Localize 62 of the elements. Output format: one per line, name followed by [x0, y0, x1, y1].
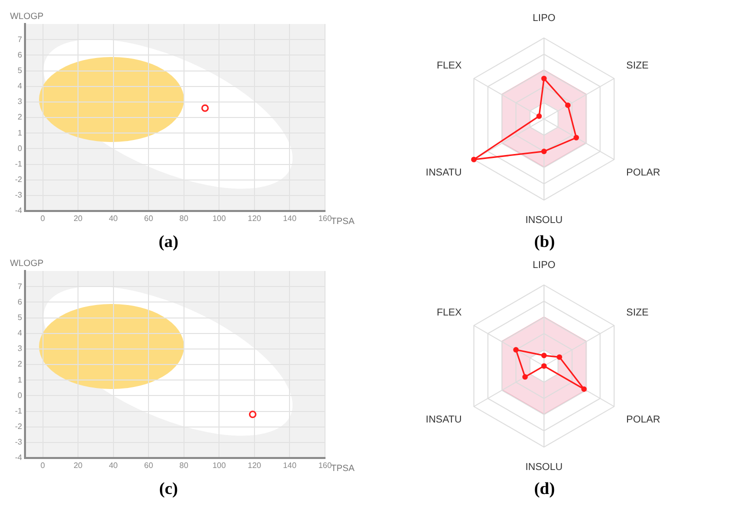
y-tick-label: 6 [18, 297, 23, 306]
x-tick-label: 100 [212, 461, 226, 470]
y-tick-label: -3 [14, 190, 23, 200]
text: (c) [159, 479, 178, 498]
x-tick-label: 0 [40, 461, 46, 470]
x-tick-label: 80 [179, 461, 189, 470]
y-tick-label: -1 [14, 159, 23, 168]
x-tick-label: 160 [318, 461, 332, 470]
x-tick-label: 40 [108, 214, 118, 224]
spoke-label: LIPO [532, 12, 556, 24]
y-tick-label: 5 [18, 312, 23, 322]
spoke-label: SIZE [626, 307, 649, 318]
y-tick-label: 5 [18, 66, 23, 75]
y-tick-label: -1 [14, 406, 23, 416]
x-tick-label: 20 [74, 461, 84, 470]
text: (b) [534, 232, 555, 252]
spoke-label: POLAR [626, 414, 660, 426]
y-tick-label: -2 [14, 175, 23, 184]
spoke-label: INSATU [426, 167, 462, 178]
x-tick-label: 60 [144, 461, 154, 470]
y-tick-label: 4 [18, 328, 23, 338]
y-tick-label: 7 [18, 34, 23, 44]
y-tick-label: 3 [18, 97, 23, 106]
y-tick-label: 0 [18, 144, 23, 153]
spoke-label: FLEX [436, 60, 462, 72]
y-tick-label: 2 [18, 360, 23, 369]
spoke-label: LIPO [532, 260, 556, 271]
y-axis-title: WLOGP [10, 10, 44, 21]
spoke-label: INSOLU [525, 462, 563, 473]
y-tick-label: -4 [14, 453, 23, 462]
x-axis-title: TPSA [331, 216, 355, 226]
x-tick-label: 160 [318, 214, 332, 224]
y-tick-label: -2 [14, 422, 23, 432]
spoke-label: FLEX [436, 307, 462, 318]
y-tick-label: 6 [18, 50, 23, 60]
y-tick-label: 1 [18, 375, 23, 384]
x-tick-label: 120 [248, 214, 262, 224]
x-tick-label: 120 [248, 461, 262, 470]
x-axis-title: TPSA [331, 462, 355, 473]
y-tick-label: -3 [14, 438, 23, 447]
text: (d) [534, 479, 555, 498]
text: (a) [158, 232, 178, 252]
y-tick-label: -4 [14, 206, 23, 216]
y-tick-label: 2 [18, 112, 23, 122]
x-tick-label: 40 [108, 461, 118, 470]
x-tick-label: 0 [40, 214, 46, 224]
x-tick-label: 60 [144, 214, 154, 224]
x-tick-label: 140 [283, 461, 297, 470]
x-tick-label: 100 [212, 214, 226, 224]
y-tick-label: 4 [18, 82, 23, 91]
spoke-label: POLAR [626, 167, 660, 178]
spoke-label: INSATU [426, 414, 462, 426]
x-tick-label: 20 [74, 214, 84, 224]
spoke-label: SIZE [626, 60, 649, 72]
x-tick-label: 140 [283, 214, 297, 224]
x-tick-label: 80 [179, 214, 189, 224]
y-axis-title: WLOGP [10, 258, 44, 268]
y-tick-label: 0 [18, 390, 23, 400]
y-tick-label: 7 [18, 282, 23, 291]
spoke-label: INSOLU [525, 214, 563, 226]
y-tick-label: 1 [18, 128, 23, 138]
y-tick-label: 3 [18, 344, 23, 354]
